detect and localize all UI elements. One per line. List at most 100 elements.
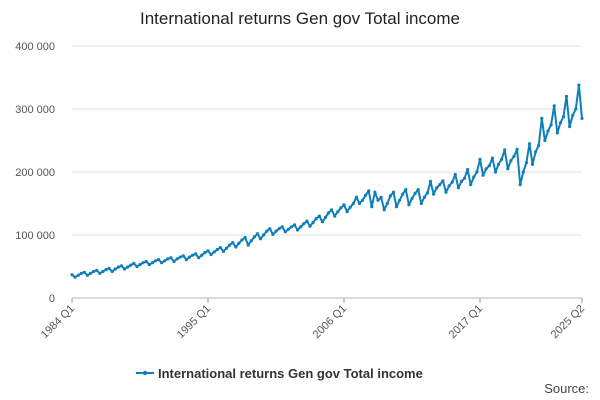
data-point[interactable] [187, 255, 192, 259]
data-point[interactable] [496, 162, 501, 166]
data-point[interactable] [197, 256, 201, 260]
data-point[interactable] [425, 191, 430, 195]
data-point[interactable] [160, 261, 164, 265]
data-point[interactable] [166, 257, 170, 261]
data-point[interactable] [70, 273, 74, 277]
data-point[interactable] [200, 253, 204, 257]
data-point[interactable] [184, 258, 188, 262]
data-point[interactable] [422, 195, 426, 199]
data-point[interactable] [231, 241, 235, 245]
data-point[interactable] [302, 222, 306, 226]
data-point[interactable] [385, 201, 389, 206]
data-point[interactable] [580, 116, 584, 120]
data-point[interactable] [444, 190, 448, 194]
data-point[interactable] [311, 220, 315, 224]
data-point[interactable] [228, 243, 232, 247]
data-point[interactable] [540, 116, 544, 120]
data-point[interactable] [546, 129, 550, 133]
data-point[interactable] [333, 214, 337, 218]
data-point[interactable] [453, 172, 457, 177]
data-point[interactable] [147, 263, 151, 267]
data-point[interactable] [568, 125, 572, 129]
data-point[interactable] [484, 167, 488, 171]
data-point[interactable] [98, 271, 102, 275]
data-point[interactable] [360, 198, 365, 202]
data-point[interactable] [144, 259, 148, 264]
data-point[interactable] [537, 143, 541, 148]
data-point[interactable] [336, 210, 340, 214]
data-point[interactable] [252, 235, 256, 239]
data-point[interactable] [351, 201, 355, 206]
data-point[interactable] [447, 184, 451, 188]
data-point[interactable] [410, 196, 414, 201]
data-point[interactable] [82, 270, 86, 274]
data-point[interactable] [271, 232, 275, 236]
data-point[interactable] [110, 269, 114, 274]
data-point[interactable] [126, 265, 130, 269]
data-point[interactable] [419, 201, 423, 206]
data-point[interactable] [286, 227, 290, 231]
data-point[interactable] [169, 256, 173, 260]
data-point[interactable] [339, 206, 343, 210]
data-point[interactable] [218, 246, 222, 250]
data-point[interactable] [255, 232, 260, 236]
data-point[interactable] [209, 252, 213, 257]
data-point[interactable] [289, 225, 294, 229]
data-point[interactable] [561, 115, 566, 119]
data-point[interactable] [79, 271, 83, 275]
data-point[interactable] [320, 220, 324, 224]
data-point[interactable] [432, 192, 436, 196]
data-point[interactable] [237, 241, 241, 245]
data-point[interactable] [107, 266, 111, 270]
data-point[interactable] [292, 223, 297, 227]
data-point[interactable] [305, 219, 309, 223]
data-point[interactable] [413, 191, 417, 195]
data-point[interactable] [506, 167, 510, 171]
data-point[interactable] [435, 186, 439, 190]
data-point[interactable] [181, 254, 185, 258]
data-point[interactable] [299, 225, 303, 229]
data-point[interactable] [509, 159, 513, 163]
data-point[interactable] [175, 257, 179, 261]
data-point[interactable] [348, 205, 352, 209]
data-point[interactable] [138, 263, 142, 267]
data-point[interactable] [203, 251, 207, 255]
data-point[interactable] [156, 258, 161, 262]
data-point[interactable] [527, 142, 532, 146]
data-point[interactable] [370, 205, 374, 209]
data-point[interactable] [490, 156, 494, 160]
data-point[interactable] [466, 167, 470, 172]
data-point[interactable] [172, 259, 176, 264]
data-point[interactable] [407, 203, 411, 207]
data-point[interactable] [564, 94, 569, 98]
data-point[interactable] [163, 259, 167, 263]
data-point[interactable] [530, 162, 535, 166]
data-point[interactable] [571, 113, 575, 117]
data-point[interactable] [549, 123, 553, 127]
data-point[interactable] [243, 235, 247, 240]
data-point[interactable] [518, 183, 522, 187]
data-point[interactable] [456, 186, 460, 190]
data-point[interactable] [438, 183, 442, 187]
data-point[interactable] [478, 157, 482, 161]
data-point[interactable] [234, 245, 238, 249]
data-point[interactable] [345, 210, 349, 214]
data-point[interactable] [323, 215, 328, 219]
data-point[interactable] [240, 238, 244, 242]
data-point[interactable] [398, 198, 402, 202]
data-point[interactable] [521, 170, 525, 174]
data-point[interactable] [104, 268, 108, 272]
data-point[interactable] [206, 249, 210, 253]
data-point[interactable] [379, 195, 383, 199]
data-point[interactable] [503, 148, 507, 152]
data-point[interactable] [265, 229, 269, 233]
data-point[interactable] [500, 157, 504, 161]
data-point[interactable] [274, 229, 278, 233]
data-point[interactable] [462, 176, 467, 180]
data-point[interactable] [308, 224, 312, 228]
data-point[interactable] [85, 273, 90, 277]
data-point[interactable] [73, 275, 77, 279]
data-point[interactable] [342, 203, 346, 207]
data-point[interactable] [113, 267, 117, 271]
data-point[interactable] [552, 104, 556, 108]
